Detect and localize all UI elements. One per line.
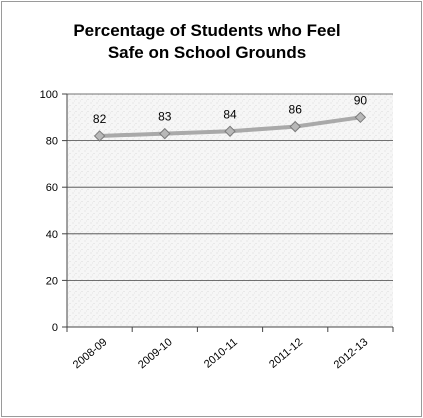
data-point-marker — [93, 130, 106, 142]
data-point-marker — [289, 120, 301, 133]
data-point-marker — [354, 111, 367, 124]
y-tick-label: 40 — [46, 229, 58, 241]
x-tick-label: 2012-13 — [332, 336, 371, 371]
y-tick-label: 20 — [46, 275, 58, 287]
x-tick-label: 2011-12 — [267, 336, 305, 371]
data-point-marker — [159, 127, 171, 140]
chart-title: Percentage of Students who Feel Safe on … — [42, 20, 372, 64]
x-tick-label: 2009-10 — [136, 336, 175, 371]
y-tick-label: 100 — [40, 89, 58, 101]
chart-title-line-2: Safe on School Grounds — [107, 43, 307, 62]
data-label: 86 — [289, 103, 303, 117]
x-tick-label: 2008-09 — [71, 336, 110, 371]
data-label: 90 — [354, 93, 368, 107]
data-label: 83 — [158, 110, 172, 124]
chart-title-line-1: Percentage of Students who Feel — [73, 21, 341, 40]
data-label: 84 — [223, 107, 237, 121]
y-tick-label: 0 — [52, 322, 58, 334]
x-tick-label: 2010-11 — [202, 336, 240, 371]
y-tick-label: 80 — [46, 136, 58, 148]
y-tick-label: 60 — [46, 182, 58, 194]
data-point-marker — [224, 125, 236, 137]
data-label: 82 — [93, 112, 107, 126]
